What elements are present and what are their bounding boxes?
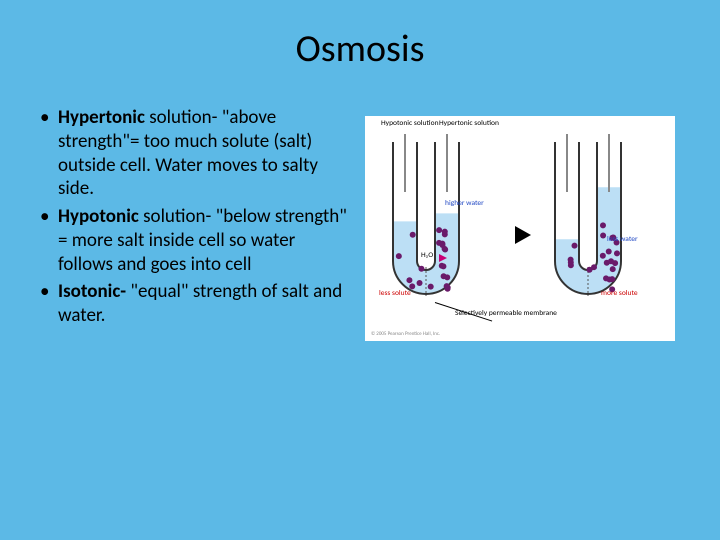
diagram-label: H₂O [421, 252, 433, 260]
bullet-item: Hypotonic solution- "below strength" = m… [40, 205, 350, 276]
diagram-label: less water [607, 236, 638, 244]
bullet-list: Hypertonic solution- "above strength"= t… [40, 106, 350, 341]
diagram-label: higher water [445, 200, 484, 208]
bullet-item: Isotonic- "equal" strength of salt and w… [40, 280, 350, 328]
bullet-bold: Hypertonic [58, 106, 145, 129]
content-row: Hypertonic solution- "above strength"= t… [0, 82, 720, 341]
water-flow-arrow-icon [439, 254, 447, 262]
copyright-text: © 2005 Pearson Prentice Hall, Inc. [371, 331, 440, 337]
bullet-bold: Isotonic- [58, 280, 126, 303]
u-tube [383, 134, 493, 304]
bullet-bold: Hypotonic [58, 205, 139, 228]
diagram-container: © 2005 Pearson Prentice Hall, Inc. Hypot… [350, 106, 690, 341]
osmosis-diagram: © 2005 Pearson Prentice Hall, Inc. Hypot… [365, 116, 675, 341]
diagram-label: Hypertonic solution [439, 120, 499, 128]
bullet-item: Hypertonic solution- "above strength"= t… [40, 106, 350, 201]
u-tube [545, 134, 655, 304]
diagram-label: Hypotonic solution [381, 120, 439, 128]
diagram-label: less solute [379, 290, 411, 298]
diagram-label: more solute [601, 290, 638, 298]
slide-title: Osmosis [0, 0, 720, 82]
transition-arrow-icon [515, 226, 531, 244]
